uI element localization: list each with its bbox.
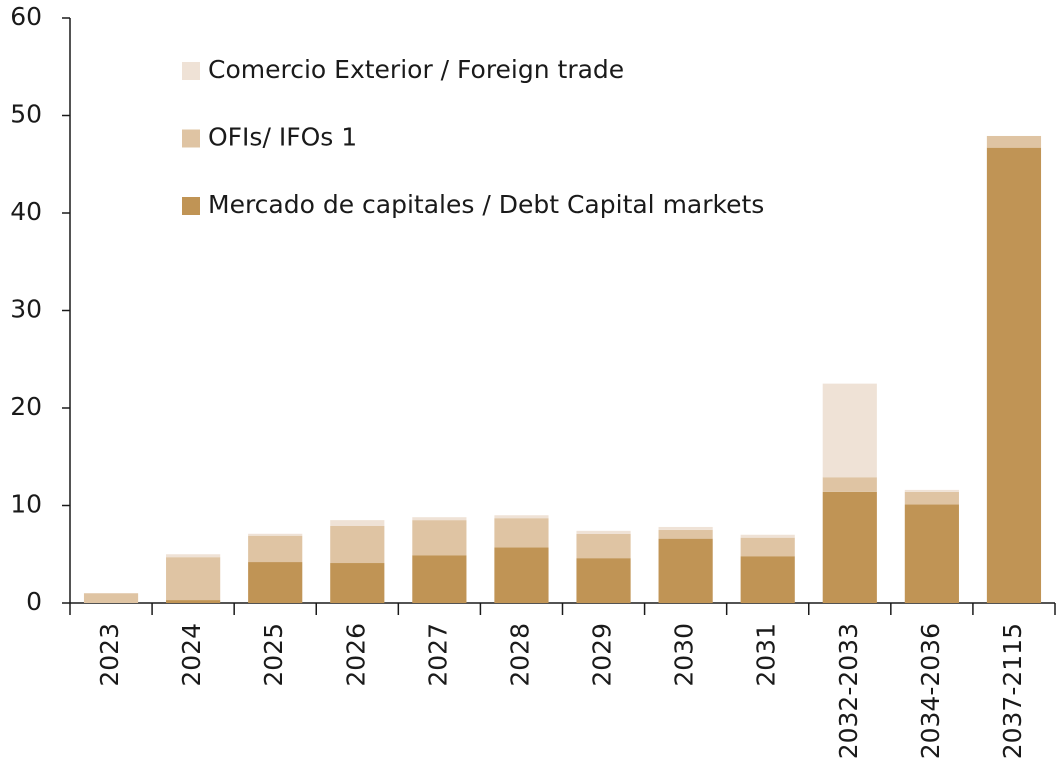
bar-segment <box>330 525 385 564</box>
x-tick-label: 2026 <box>341 623 370 687</box>
legend-label: OFIs/ IFOs 1 <box>208 123 357 152</box>
legend-label: Mercado de capitales / Debt Capital mark… <box>208 190 764 219</box>
bar-segment <box>494 547 549 603</box>
bar-segment <box>986 135 1042 148</box>
x-tick-label: 2031 <box>752 623 781 687</box>
x-tick-label: 2024 <box>177 623 206 687</box>
y-tick-label: 20 <box>10 392 42 421</box>
bar-segment <box>248 533 303 536</box>
bar-segment <box>248 562 303 603</box>
bar-segment <box>412 520 467 556</box>
bar-segment <box>576 558 631 603</box>
y-tick-label: 40 <box>10 197 42 226</box>
bar-segment <box>576 533 631 559</box>
y-tick-label: 0 <box>26 587 42 616</box>
bar-segment <box>658 526 713 530</box>
x-tick-label: 2023 <box>95 623 124 687</box>
bar-segment <box>740 537 795 557</box>
bar-segment <box>576 530 631 534</box>
bar-segment <box>248 535 303 563</box>
x-tick-label: 2037-2115 <box>998 623 1027 759</box>
legend-label: Comercio Exterior / Foreign trade <box>208 55 624 84</box>
bar-segment <box>166 557 221 601</box>
bar-segment <box>904 489 959 492</box>
legend-swatch <box>182 129 200 148</box>
bar-segment <box>904 504 959 603</box>
y-tick-label: 60 <box>10 2 42 31</box>
bar-segment <box>494 518 549 548</box>
bar-segment <box>412 555 467 603</box>
y-tick-label: 10 <box>10 490 42 519</box>
bar-segment <box>658 538 713 603</box>
x-tick-label: 2032-2033 <box>834 623 863 759</box>
bar-segment <box>494 515 549 519</box>
bar-segment <box>822 491 877 603</box>
bar-segment <box>330 520 385 526</box>
bar-segment <box>166 600 221 603</box>
x-tick-label: 2034-2036 <box>916 623 945 759</box>
y-tick-label: 50 <box>10 100 42 129</box>
bar-segment <box>740 556 795 603</box>
x-tick-label: 2029 <box>588 623 617 687</box>
legend-swatch <box>182 62 200 80</box>
bar-segment <box>166 554 221 558</box>
x-tick-label: 2027 <box>423 623 452 687</box>
bar-segment <box>658 529 713 539</box>
bar-segment <box>83 593 139 603</box>
legend-swatch <box>182 197 200 215</box>
bar-segment <box>822 383 877 478</box>
x-tick-label: 2028 <box>505 623 534 687</box>
bar-segment <box>986 147 1042 604</box>
bar-segment <box>904 491 959 505</box>
bar-segment <box>822 477 877 492</box>
bar-segment <box>330 563 385 603</box>
y-tick-label: 30 <box>10 295 42 324</box>
bar-segment <box>740 534 795 538</box>
x-tick-label: 2025 <box>259 623 288 687</box>
x-tick-label: 2030 <box>670 623 699 687</box>
bar-segment <box>412 517 467 521</box>
